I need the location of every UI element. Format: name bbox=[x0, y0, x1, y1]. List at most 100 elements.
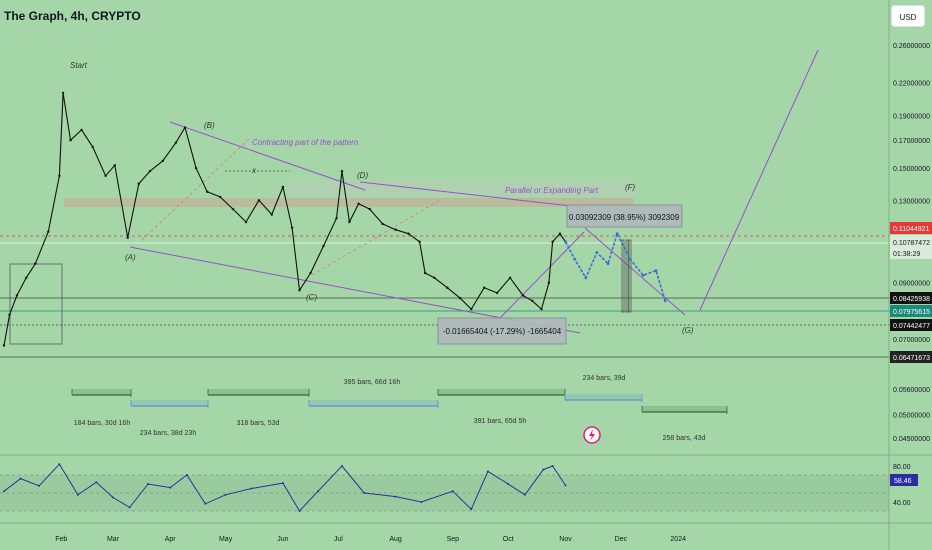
measure-up-box[interactable]: 0.03092309 (38.95%) 3092309 bbox=[566, 204, 683, 228]
price-tag-dark-text: 0.06471673 bbox=[893, 355, 930, 362]
bar-range-label-2: 234 bars, 38d 23h bbox=[140, 430, 197, 437]
rsi-point bbox=[451, 490, 454, 493]
price-point bbox=[47, 230, 50, 233]
bar-range-fill bbox=[208, 389, 309, 395]
rsi-point bbox=[204, 502, 207, 505]
price-point bbox=[335, 217, 338, 220]
price-point bbox=[508, 276, 512, 279]
bar-range-fill bbox=[565, 394, 642, 400]
bar-range-label-3: 318 bars, 53d bbox=[237, 420, 280, 427]
x-tick-label: 2024 bbox=[670, 536, 686, 543]
rsi-point bbox=[486, 470, 489, 473]
price-point bbox=[137, 182, 140, 185]
rsi-point bbox=[564, 484, 567, 487]
bar-range-label-7: 258 bars, 43d bbox=[663, 435, 706, 442]
price-point bbox=[161, 159, 164, 163]
price-point bbox=[298, 289, 301, 292]
dashed-projection-2 bbox=[311, 199, 441, 276]
price-point bbox=[348, 220, 351, 224]
rsi-point bbox=[95, 481, 98, 484]
price-tag-teal: 0.07975615 bbox=[890, 305, 932, 317]
rsi-point bbox=[317, 490, 319, 493]
price-point bbox=[394, 228, 397, 231]
price-point bbox=[340, 170, 344, 173]
price-tag-red: 0.11044921 bbox=[890, 222, 932, 234]
price-point bbox=[80, 128, 83, 132]
x-tick-label: Aug bbox=[389, 536, 402, 543]
y-tick-label: 0.04500000 bbox=[893, 436, 930, 443]
price-point bbox=[407, 232, 410, 235]
lightning-icon[interactable] bbox=[583, 426, 601, 444]
price-point bbox=[368, 207, 371, 211]
currency-label[interactable]: USD bbox=[900, 13, 917, 22]
rsi-point bbox=[420, 501, 423, 503]
x-tick-label: Apr bbox=[165, 536, 177, 543]
price-point bbox=[495, 291, 499, 295]
expanding-upper-line bbox=[359, 181, 581, 208]
rsi-point bbox=[507, 483, 510, 485]
projection-point bbox=[654, 269, 658, 272]
measure-down-box[interactable]: -0.01665404 (-17.29%) -1665404 bbox=[437, 317, 567, 345]
rsi-point bbox=[185, 474, 188, 476]
price-point bbox=[290, 226, 294, 229]
price-point bbox=[433, 276, 436, 279]
y-tick-label: 0.07000000 bbox=[893, 337, 930, 344]
rsi-value-text: 58.46 bbox=[894, 478, 912, 485]
price-point bbox=[470, 307, 473, 311]
price-point bbox=[113, 164, 117, 167]
price-point bbox=[309, 271, 312, 275]
y-tick-label: 0.05000000 bbox=[893, 412, 930, 419]
projection-point bbox=[595, 251, 599, 254]
currency-button[interactable]: USD bbox=[890, 4, 926, 28]
price-tag-black-2-text: 0.07442477 bbox=[893, 323, 930, 330]
projection-series-line bbox=[564, 232, 666, 302]
price-point bbox=[418, 240, 421, 243]
price-point bbox=[15, 294, 19, 297]
projection-point bbox=[584, 276, 588, 280]
y-tick-label: 0.13000000 bbox=[893, 198, 930, 205]
rsi-point bbox=[542, 468, 545, 471]
gap-marker bbox=[625, 239, 629, 313]
price-point bbox=[459, 297, 462, 300]
price-point bbox=[540, 307, 543, 311]
rsi-point bbox=[363, 492, 366, 494]
projection-point bbox=[628, 257, 632, 261]
y-tick-label: 0.26000000 bbox=[893, 43, 930, 50]
price-point bbox=[257, 199, 261, 202]
wave-label-x: x bbox=[251, 166, 257, 175]
price-point bbox=[423, 271, 427, 275]
price-point bbox=[270, 213, 273, 216]
price-point bbox=[194, 167, 198, 170]
bar-range-fill bbox=[131, 400, 208, 406]
wave-label-c: (C) bbox=[306, 293, 317, 302]
measure-down-label: -0.01665404 (-17.29%) -1665404 bbox=[443, 327, 562, 336]
price-point bbox=[483, 286, 486, 289]
wave-label-b: (B) bbox=[204, 121, 215, 130]
bar-countdown: 01:38:29 bbox=[893, 251, 920, 258]
bar-range-fill bbox=[438, 389, 565, 395]
y-tick-label: 0.17000000 bbox=[893, 138, 930, 145]
price-point bbox=[148, 170, 152, 173]
wave-label-a: (A) bbox=[125, 253, 136, 262]
bar-range-fill bbox=[72, 389, 131, 395]
price-tag-dark: 0.06471673 bbox=[890, 351, 932, 363]
x-tick-label: Mar bbox=[107, 536, 120, 543]
y-tick-label: 0.15000000 bbox=[893, 166, 930, 173]
rsi-point bbox=[394, 495, 397, 498]
price-tag-black-1-text: 0.08425938 bbox=[893, 296, 930, 303]
price-point bbox=[381, 222, 384, 226]
price-point bbox=[25, 276, 28, 279]
rsi-point bbox=[76, 493, 79, 496]
rsi-point bbox=[112, 496, 114, 499]
rsi-point bbox=[298, 510, 301, 512]
price-point bbox=[183, 126, 187, 129]
price-point bbox=[281, 185, 285, 189]
price-point bbox=[322, 244, 325, 248]
wave-label-g: (G) bbox=[682, 326, 694, 335]
price-point bbox=[231, 207, 235, 211]
contracting-note: Contracting part of the pattern bbox=[252, 138, 359, 147]
price-point bbox=[61, 91, 65, 95]
